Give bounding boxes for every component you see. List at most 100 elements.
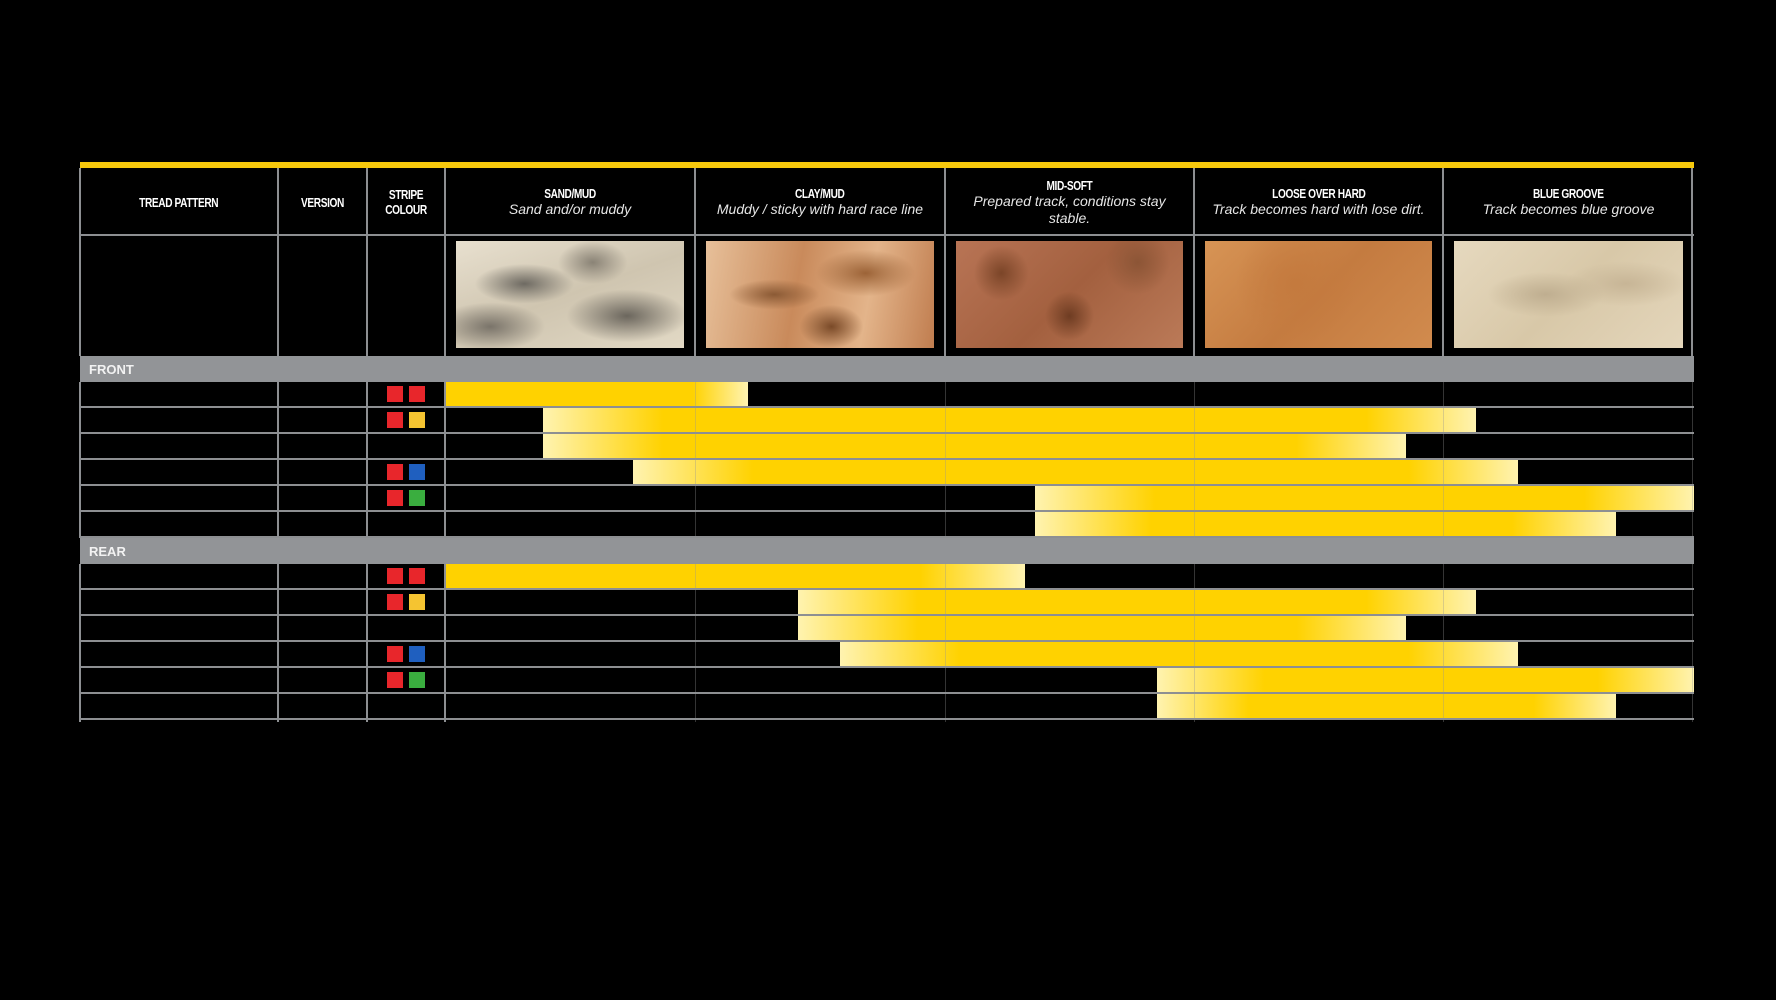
column-divider [1443,382,1444,538]
row-divider [80,640,1694,642]
column-divider [695,564,696,722]
section-band-rear: REAR [80,538,1694,564]
row-divider [80,234,1694,236]
row-divider [80,718,1694,720]
header-subtitle: Track becomes hard with lose dirt. [1212,201,1425,217]
column-divider [944,168,946,356]
row-divider [80,510,1694,512]
column-divider [1442,168,1444,356]
header-condition-loose: LOOSE OVER HARD Track becomes hard with l… [1194,170,1443,234]
row-divider [80,536,1694,538]
suitability-bar [632,460,1519,484]
header-tread-pattern: TREAD PATTERN [80,170,278,234]
suitability-bar [1156,694,1617,718]
column-divider [1691,168,1693,356]
stripe-swatch-red [387,594,403,610]
column-divider [444,168,446,356]
track-photo-clay [706,241,934,348]
header-title: STRIPE COLOUR [385,187,427,217]
row-divider [80,692,1694,694]
column-divider [945,382,946,538]
header-title: TREAD PATTERN [139,194,219,210]
row-divider [80,458,1694,460]
track-photo-blue [1454,241,1683,348]
column-divider [277,382,279,538]
stripe-swatch-red [387,568,403,584]
track-photo-sand [456,241,684,348]
header-title: CLAY/MUD [795,186,845,201]
header-condition-clay: CLAY/MUD Muddy / sticky with hard race li… [695,170,945,234]
column-divider [444,382,446,538]
suitability-bar [797,616,1406,640]
column-divider [79,564,81,722]
stripe-swatch-red [387,490,403,506]
header-condition-sand: SAND/MUD Sand and/or muddy [445,170,695,234]
suitability-bar [1034,486,1694,510]
column-divider [79,382,81,538]
section-label: REAR [89,544,126,559]
row-divider [80,432,1694,434]
stripe-swatch-red [409,386,425,402]
column-divider [277,564,279,722]
stripe-swatch-red [387,646,403,662]
column-divider [1194,564,1195,722]
suitability-bar [840,642,1519,666]
column-divider [79,168,81,356]
column-divider [366,564,368,722]
row-divider [80,588,1694,590]
header-subtitle: Track becomes blue groove [1482,201,1655,217]
stripe-swatch-red [387,386,403,402]
row-divider [80,406,1694,408]
column-divider [277,168,279,356]
column-divider [1692,564,1693,722]
stripe-swatch-yellow [409,412,425,428]
header-subtitle: Muddy / sticky with hard race line [716,201,924,217]
stripe-swatch-red [387,412,403,428]
header-subtitle: Sand and/or muddy [508,201,632,217]
column-divider [1443,564,1444,722]
suitability-bar [1034,512,1617,536]
header-condition-blue: BLUE GROOVE Track becomes blue groove [1443,170,1694,234]
column-divider [694,168,696,356]
row-divider [80,484,1694,486]
column-divider [1193,168,1195,356]
header-title: BLUE GROOVE [1533,186,1604,201]
stripe-swatch-red [387,672,403,688]
stripe-swatch-blue [409,646,425,662]
header-title: SAND/MUD [544,186,596,201]
section-band-front: FRONT [80,356,1694,382]
column-divider [366,382,368,538]
suitability-bar [797,590,1476,614]
column-divider [695,382,696,538]
suitability-bar [1156,668,1694,692]
column-divider [366,168,368,356]
header-version: VERSION [278,170,367,234]
track-photo-loose [1205,241,1432,348]
tire-selection-chart: TREAD PATTERN VERSION STRIPE COLOUR SAND… [79,162,1694,724]
header-title: VERSION [301,194,344,210]
track-photo-midsoft [956,241,1183,348]
stripe-swatch-yellow [409,594,425,610]
header-title: LOOSE OVER HARD [1271,186,1366,201]
row-divider [80,614,1694,616]
header-title: MID-SOFT [1046,177,1093,193]
column-divider [945,564,946,722]
suitability-bar [445,382,748,406]
header-stripe-colour: STRIPE COLOUR [367,170,445,234]
accent-top-bar [80,162,1694,168]
stripe-swatch-blue [409,464,425,480]
row-divider [80,666,1694,668]
header-subtitle: Prepared track, conditions stay stable. [973,192,1166,226]
stripe-swatch-red [387,464,403,480]
suitability-bar [445,564,1025,588]
column-divider [444,564,446,722]
stripe-swatch-red [409,568,425,584]
column-divider [1194,382,1195,538]
stripe-swatch-green [409,672,425,688]
suitability-bar [542,408,1476,432]
section-label: FRONT [89,362,134,377]
stripe-swatch-green [409,490,425,506]
column-divider [1692,382,1693,538]
header-condition-midsoft: MID-SOFT Prepared track, conditions stay … [945,170,1194,234]
suitability-bar [542,434,1406,458]
